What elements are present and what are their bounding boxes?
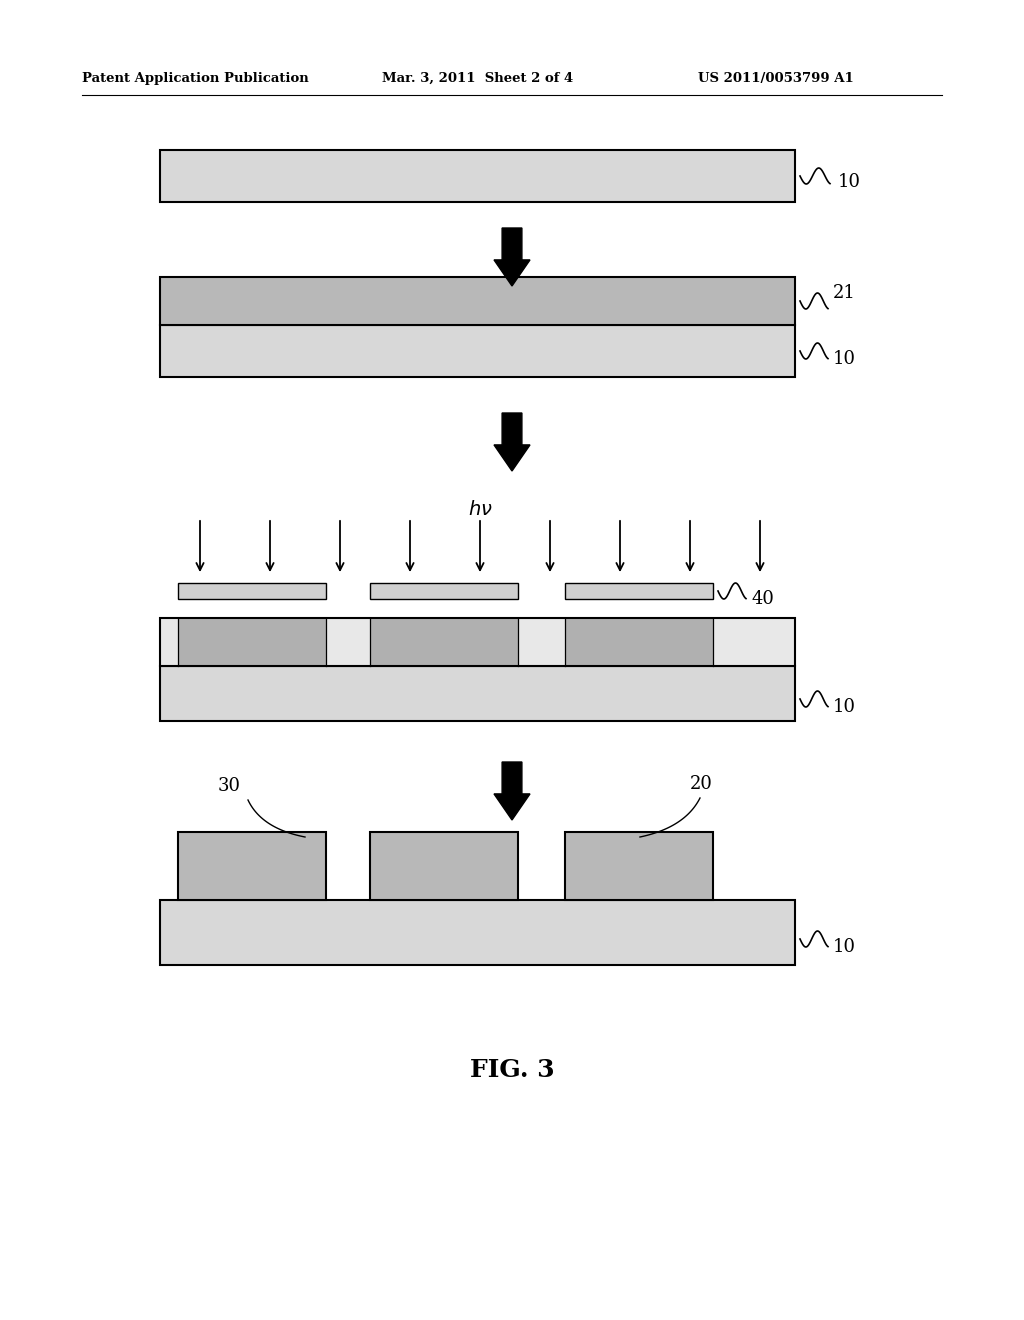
Bar: [160, 667, 795, 721]
Text: 20: 20: [690, 775, 713, 793]
Bar: [370, 832, 518, 900]
Bar: [713, 618, 795, 667]
Bar: [370, 618, 518, 667]
Bar: [565, 832, 713, 900]
Bar: [565, 618, 713, 667]
Text: FIG. 3: FIG. 3: [470, 1059, 554, 1082]
Bar: [565, 583, 713, 599]
Text: Patent Application Publication: Patent Application Publication: [82, 73, 309, 84]
Bar: [178, 618, 326, 667]
Text: 21: 21: [833, 284, 856, 301]
Text: 30: 30: [218, 777, 241, 795]
Text: 10: 10: [833, 350, 856, 367]
Bar: [178, 832, 326, 900]
Text: 40: 40: [751, 590, 774, 607]
Bar: [326, 618, 370, 667]
Text: 10: 10: [833, 937, 856, 956]
Bar: [160, 900, 795, 965]
Bar: [160, 618, 178, 667]
Bar: [178, 583, 326, 599]
Polygon shape: [494, 228, 530, 286]
Bar: [370, 583, 518, 599]
Text: 10: 10: [838, 173, 861, 190]
Bar: [160, 325, 795, 378]
Bar: [160, 277, 795, 325]
Text: 10: 10: [833, 697, 856, 715]
Text: US 2011/0053799 A1: US 2011/0053799 A1: [698, 73, 854, 84]
Polygon shape: [494, 762, 530, 820]
Text: $h\nu$: $h\nu$: [468, 500, 493, 519]
Bar: [160, 618, 795, 667]
Text: Mar. 3, 2011  Sheet 2 of 4: Mar. 3, 2011 Sheet 2 of 4: [382, 73, 573, 84]
Bar: [518, 618, 565, 667]
Polygon shape: [494, 413, 530, 471]
Bar: [160, 150, 795, 202]
